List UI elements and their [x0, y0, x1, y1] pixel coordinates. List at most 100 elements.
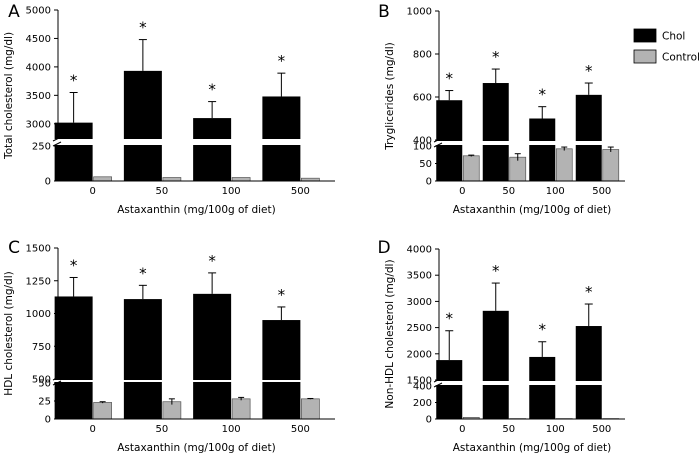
bar-break-gap [435, 381, 464, 385]
y-axis-label: Non-HDL cholesterol (mg/dl) [384, 259, 396, 408]
x-tick-label: 0 [459, 424, 465, 435]
y-tick-label: 1500 [407, 376, 432, 387]
y-tick-label: 400 [413, 136, 432, 147]
x-axis-label: Astaxanthin (mg/100g of diet) [453, 204, 611, 216]
bar-control-0 [93, 402, 112, 420]
y-axis-label: Total cholesterol (mg/dl) [3, 32, 15, 160]
panel-label-D: D [377, 238, 390, 258]
bar-break-gap [261, 380, 302, 382]
bar-chol-500 [575, 326, 602, 419]
x-axis-label: Astaxanthin (mg/100g of diet) [117, 204, 275, 216]
x-tick-label: 500 [291, 424, 310, 435]
y-tick-label: 1250 [26, 276, 51, 287]
significance-star: * [446, 70, 454, 88]
bar-break-gap [574, 141, 603, 145]
bar-control-50 [162, 177, 182, 182]
y-tick-label: 600 [413, 93, 432, 104]
bar-chol-100 [193, 118, 232, 181]
x-tick-label: 500 [592, 186, 611, 197]
y-tick-label: 0 [426, 415, 432, 426]
panel-D: D * 0 * 50 * 100 * 500 1500 2000 2500 3000 3500 4000 0 2… [377, 238, 625, 453]
legend-label-control: Control [662, 52, 699, 64]
bar-break-gap [122, 380, 163, 382]
y-tick-label: 200 [413, 398, 432, 409]
significance-star: * [585, 62, 593, 80]
bar-chol-50 [482, 83, 509, 181]
y-tick-label: 500 [32, 375, 51, 386]
x-tick-label: 500 [291, 186, 310, 197]
bar-control-500 [602, 149, 620, 182]
y-tick-label: 50 [38, 379, 51, 390]
x-tick-label: 100 [222, 424, 241, 435]
significance-star: * [278, 52, 286, 70]
significance-star: * [139, 19, 147, 37]
legend-swatch-chol [633, 28, 657, 43]
panel-A: A * 0 * 50 * 100 * 500 3000 3500 4000 4500 5000 0 250 As… [3, 2, 335, 216]
bar-break-gap [574, 381, 603, 385]
bar-break-gap [261, 139, 302, 145]
y-tick-label: 4000 [26, 62, 51, 73]
bar-chol-0 [54, 122, 93, 181]
axis-break-mark [52, 141, 62, 147]
axis-break-mark [52, 136, 62, 142]
bar-chol-100 [529, 118, 556, 181]
bar-control-0 [93, 176, 112, 182]
bar-break-gap [528, 141, 557, 145]
significance-star: * [446, 310, 454, 328]
bar-break-gap [53, 380, 94, 382]
x-tick-label: 50 [156, 186, 169, 197]
bar-chol-100 [193, 293, 232, 419]
bar-control-0 [462, 155, 480, 182]
y-tick-label: 5000 [26, 6, 51, 17]
bar-control-100 [555, 148, 573, 182]
y-tick-label: 4500 [26, 34, 51, 45]
y-axis-label: Tryglicerides (mg/dl) [384, 42, 396, 151]
y-tick-label: 750 [32, 342, 51, 353]
x-tick-label: 100 [222, 186, 241, 197]
x-tick-label: 100 [546, 424, 565, 435]
bar-break-gap [192, 380, 233, 382]
bar-chol-50 [123, 299, 162, 419]
y-tick-label: 25 [38, 397, 51, 408]
panel-label-B: B [378, 2, 390, 22]
x-tick-label: 500 [592, 424, 611, 435]
bar-chol-0 [54, 296, 93, 419]
bar-break-gap [53, 139, 94, 145]
legend-swatch-control [633, 49, 657, 64]
y-tick-label: 250 [32, 142, 51, 153]
bar-chol-500 [262, 96, 301, 181]
y-tick-label: 2500 [407, 323, 432, 334]
legend: Chol Control [633, 28, 699, 64]
significance-star: * [70, 256, 78, 274]
panel-B: B * 0 * 50 * 100 * 500 400 600 800 1000 0 50 100 Astaxan… [378, 2, 625, 216]
significance-star: * [585, 283, 593, 301]
y-tick-label: 800 [413, 50, 432, 61]
bar-control-100 [231, 177, 251, 182]
y-tick-label: 0 [45, 177, 51, 188]
bar-break-gap [481, 381, 510, 385]
bar-chol-0 [436, 100, 463, 181]
y-tick-label: 400 [413, 382, 432, 393]
y-axis-label: HDL cholesterol (mg/dl) [3, 271, 15, 395]
x-tick-label: 50 [156, 424, 169, 435]
significance-star: * [278, 286, 286, 304]
bar-chol-500 [575, 94, 602, 181]
y-tick-label: 4000 [407, 245, 432, 256]
bar-chol-100 [529, 356, 556, 419]
y-tick-label: 3000 [26, 119, 51, 130]
y-tick-label: 1000 [407, 7, 432, 18]
panel-label-C: C [8, 238, 20, 258]
y-tick-label: 1000 [26, 309, 51, 320]
panel-label-A: A [8, 2, 20, 22]
y-tick-label: 3500 [26, 91, 51, 102]
x-tick-label: 0 [89, 186, 95, 197]
panel-C: C * 0 * 50 * 100 * 500 500 750 1000 1250 1500 0 25 50 Ast… [3, 238, 335, 453]
y-tick-label: 3500 [407, 271, 432, 282]
bar-break-gap [122, 139, 163, 145]
x-tick-label: 50 [502, 424, 515, 435]
y-tick-label: 0 [426, 177, 432, 188]
y-tick-label: 0 [45, 415, 51, 426]
y-tick-label: 1500 [26, 244, 51, 255]
y-tick-label: 3000 [407, 297, 432, 308]
bar-chol-50 [482, 310, 509, 419]
